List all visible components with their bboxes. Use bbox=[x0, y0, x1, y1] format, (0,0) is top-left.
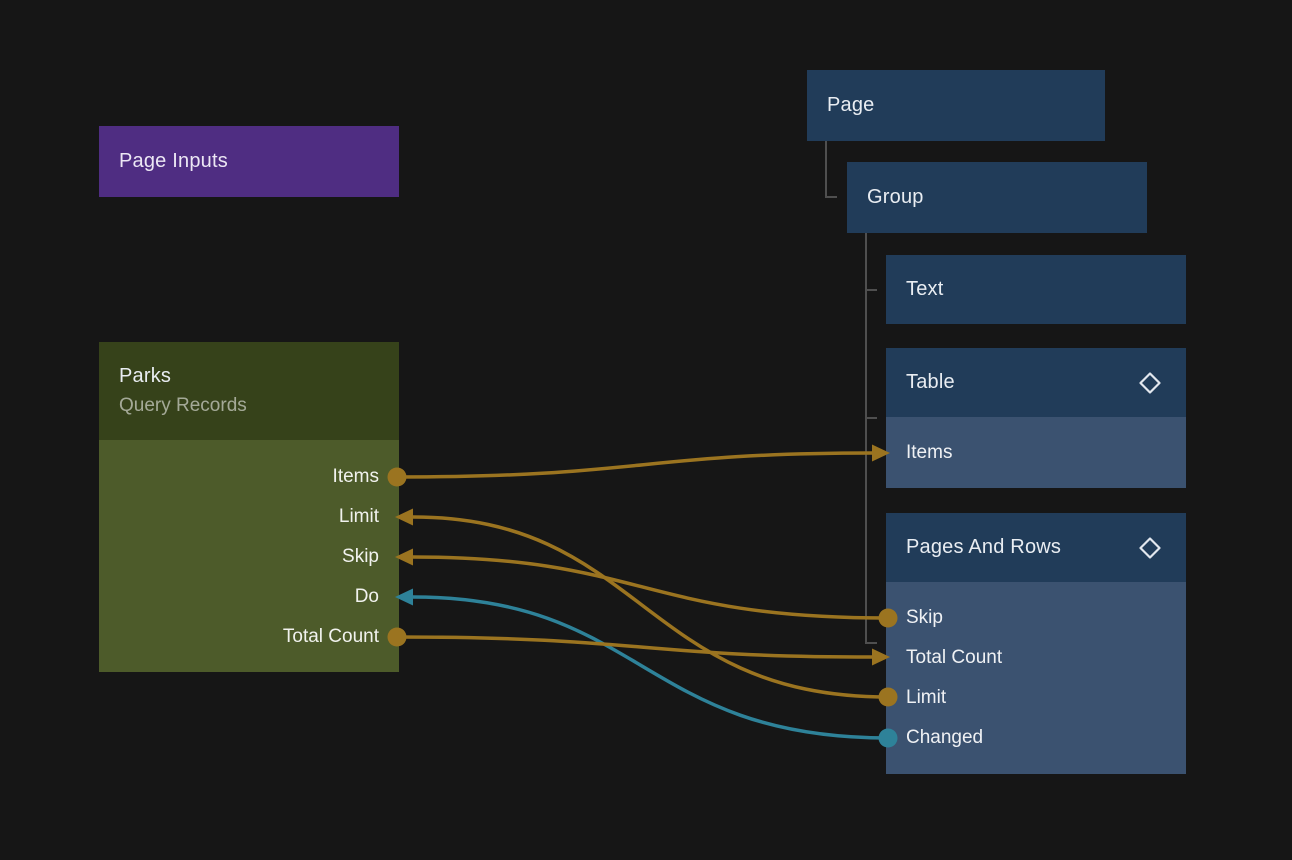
port-items[interactable]: Items bbox=[886, 417, 1186, 488]
port-label: Total Count bbox=[906, 647, 1003, 668]
port-limit[interactable]: Limit bbox=[99, 497, 399, 537]
port-limit[interactable]: Limit bbox=[886, 678, 1186, 718]
edge[interactable] bbox=[412, 555, 889, 620]
port-do[interactable]: Do bbox=[99, 577, 399, 617]
node-port-list: Items bbox=[886, 417, 1186, 488]
diamond-icon bbox=[1139, 371, 1161, 394]
port-skip[interactable]: Skip bbox=[99, 537, 399, 577]
port-label: Total Count bbox=[282, 626, 379, 647]
port-label: Do bbox=[354, 586, 379, 607]
node-page-inputs[interactable]: Page Inputs bbox=[99, 126, 399, 197]
tree-connector-line bbox=[865, 233, 877, 644]
port-label: Skip bbox=[342, 546, 379, 567]
node-group[interactable]: Group bbox=[847, 162, 1147, 233]
diamond-icon bbox=[1139, 536, 1161, 559]
node-title: Table bbox=[906, 371, 955, 393]
port-total-count[interactable]: Total Count bbox=[99, 617, 399, 657]
edge[interactable] bbox=[412, 515, 889, 699]
port-changed[interactable]: Changed bbox=[886, 718, 1186, 758]
node-title: Text bbox=[906, 278, 944, 300]
port-label: Items bbox=[906, 441, 953, 463]
node-title: Page bbox=[827, 94, 875, 116]
node-pages-and-rows[interactable]: Pages And Rows Skip Total Count Limit Ch… bbox=[886, 513, 1186, 774]
port-label: Items bbox=[332, 466, 379, 487]
node-port-list: Items Limit Skip Do Total Count bbox=[99, 440, 399, 672]
port-label: Limit bbox=[906, 687, 947, 708]
node-title: Pages And Rows bbox=[906, 536, 1062, 558]
node-title: Parks bbox=[119, 365, 172, 387]
edge[interactable] bbox=[396, 451, 873, 479]
port-total-count[interactable]: Total Count bbox=[886, 638, 1186, 678]
tree-connector-line bbox=[825, 141, 837, 198]
node-table[interactable]: Table Items bbox=[886, 348, 1186, 488]
node-port-list: Skip Total Count Limit Changed bbox=[886, 582, 1186, 774]
node-parks-query-records[interactable]: Parks Query Records Items Limit Skip Do … bbox=[99, 342, 399, 672]
node-header: Pages And Rows bbox=[886, 513, 1186, 582]
node-title: Page Inputs bbox=[119, 150, 228, 172]
port-label: Skip bbox=[906, 607, 943, 628]
port-items[interactable]: Items bbox=[99, 457, 399, 497]
node-header: Table bbox=[886, 348, 1186, 417]
port-skip[interactable]: Skip bbox=[886, 598, 1186, 638]
port-label: Limit bbox=[338, 506, 379, 527]
port-label: Changed bbox=[906, 727, 984, 748]
node-subtitle: Query Records bbox=[119, 395, 247, 416]
node-text[interactable]: Text bbox=[886, 255, 1186, 324]
edge[interactable] bbox=[412, 595, 889, 740]
edge[interactable] bbox=[396, 635, 873, 659]
node-header: Parks Query Records bbox=[99, 342, 399, 440]
node-title: Group bbox=[867, 186, 924, 208]
node-page[interactable]: Page bbox=[807, 70, 1105, 141]
